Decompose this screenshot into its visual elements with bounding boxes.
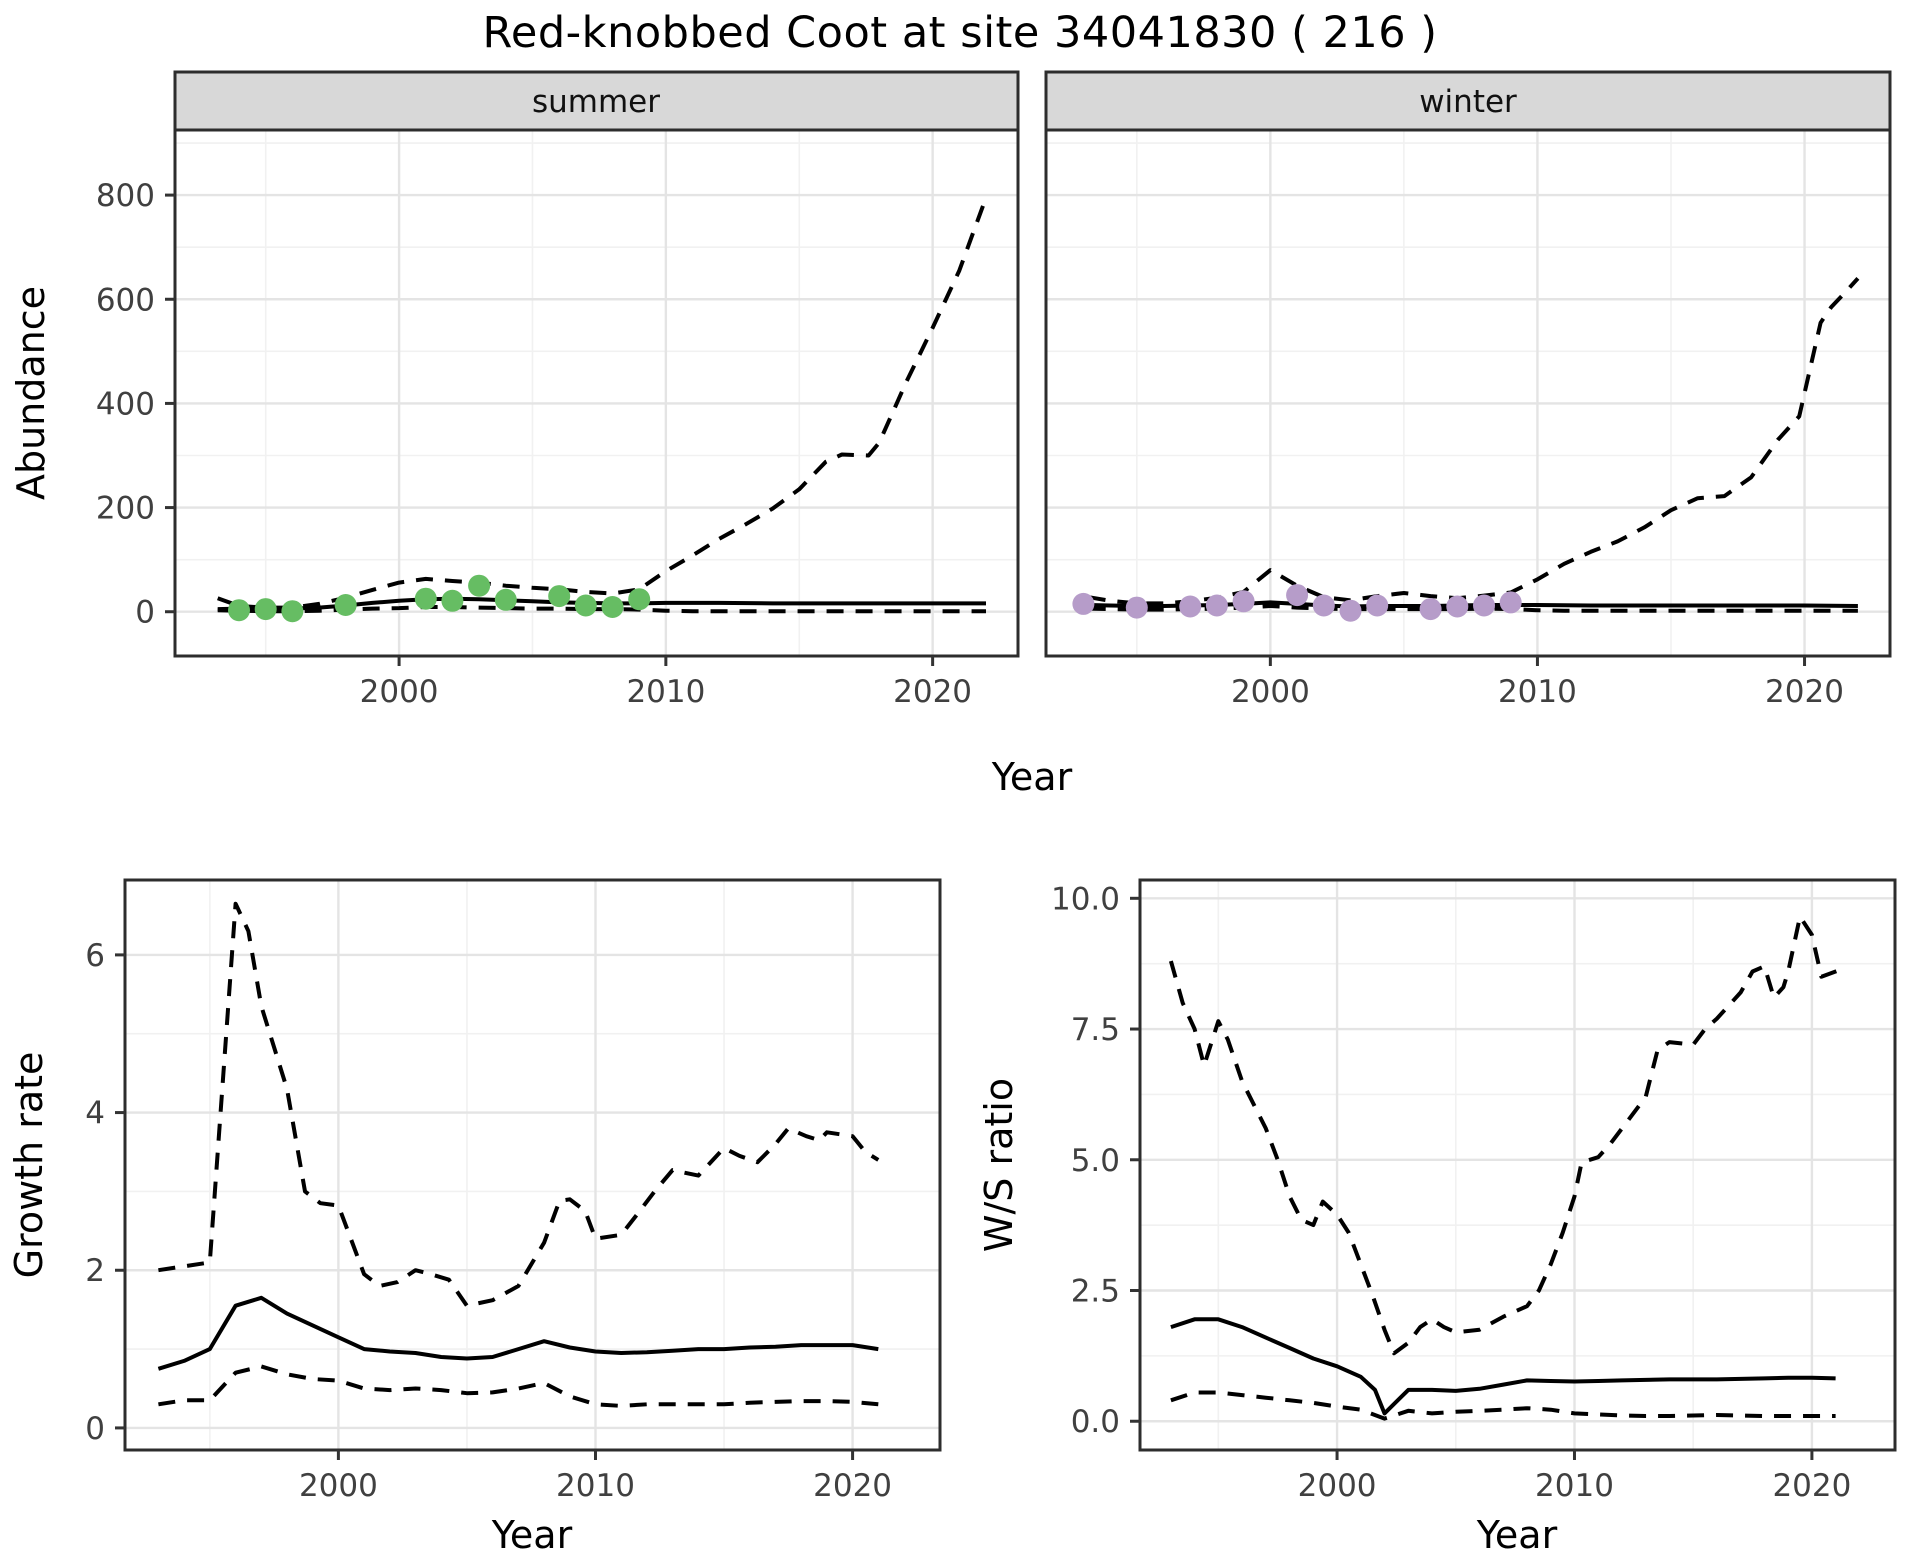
y-tick-label: 0 [135,595,155,631]
abundance_summer-observed-point [281,600,304,623]
x-tick-label: 2000 [1298,1468,1377,1504]
abundance-y-axis-title: Abundance [9,286,53,500]
y-tick-label: 7.5 [1071,1012,1120,1048]
facet-strip [1044,70,1892,132]
facet-strip-label-summer: summer [532,84,660,120]
growth-rate-y-axis-title: Growth rate [7,1052,51,1279]
abundance-x-axis-title: Year [991,755,1073,799]
abundance_winter-observed-point [1232,590,1255,613]
abundance_winter-observed-point [1366,594,1389,617]
growth-rate-panel: 2000 2010 2020 0 2 4 6 [85,878,942,1504]
abundance_summer-observed-point [414,587,437,610]
x-tick-label: 2020 [893,674,972,710]
y-tick-label: 4 [85,1096,105,1132]
ws-ratio-panel: 2000 2010 2020 0.0 2.5 5.0 7.5 10.0 [1051,878,1897,1504]
abundance_summer-observed-point [628,588,651,611]
y-tick-label: 800 [96,178,155,214]
panel-background [125,880,940,1450]
growth_rate-estimate-line [157,1295,879,1371]
x-tick-label: 2020 [1765,674,1844,710]
abundance_winter-observed-point [1179,595,1202,618]
y-tick-label: 10.0 [1051,881,1120,917]
abundance_summer-observed-point [601,596,624,618]
x-tick-label: 2010 [1535,1468,1614,1504]
facet-strip [173,70,1020,132]
abundance_summer-estimate-line [217,596,986,612]
abundance_winter-observed-point [1072,592,1095,615]
page-title: Red-knobbed Coot at site 34041830 ( 216 … [482,8,1438,58]
ws-ratio-y-axis-title: W/S ratio [977,1078,1021,1252]
abundance_winter-observed-point [1499,591,1522,614]
facet-strip-label-winter: winter [1419,84,1517,120]
abundance_summer-observed-point [228,599,250,622]
y-tick-label: 600 [96,282,155,318]
x-tick-label: 2010 [556,1468,635,1504]
ws_ratio-lower_ci-line [1170,1390,1836,1421]
abundance_winter-observed-point [1446,595,1469,618]
panel-border [1138,878,1897,1452]
y-tick-label: 200 [96,491,155,527]
panel-border [123,878,942,1452]
y-tick-label: 0 [85,1411,105,1447]
abundance_winter-observed-point [1312,594,1335,617]
x-tick-label: 2000 [1231,674,1310,710]
growth_rate-upper_ci-line [158,901,880,1308]
abundance_winter-observed-point [1205,594,1228,617]
abundance_summer-observed-point [494,588,517,611]
x-tick-label: 2020 [813,1468,892,1504]
panel-background [1046,130,1890,656]
x-tick-label: 2000 [360,674,439,710]
abundance_winter-observed-point [1286,584,1309,607]
y-tick-label: 6 [85,938,105,974]
summer-abundance-panel: 2000 2010 2020 0 200 400 600 800 [96,70,1020,710]
y-tick-label: 2.5 [1071,1274,1120,1310]
ws-ratio-x-axis-title: Year [1476,1513,1558,1557]
abundance_summer-observed-point [441,589,464,612]
abundance_winter-observed-point [1339,599,1362,622]
panel-background [175,130,1018,656]
winter-abundance-panel: 2000 2010 2020 [1044,70,1892,710]
ws_ratio-upper_ci-line [1168,914,1844,1356]
abundance_winter-observed-point [1473,594,1495,617]
x-tick-label: 2010 [1498,674,1577,710]
y-tick-label: 400 [96,386,155,422]
abundance_summer-upper_ci-line [217,197,988,610]
panel-background [1140,880,1895,1450]
y-tick-label: 5.0 [1071,1143,1120,1179]
abundance_summer-observed-point [254,598,277,621]
abundance_summer-lower_ci-line [217,605,986,614]
abundance_summer-observed-point [468,574,491,597]
x-tick-label: 2020 [1772,1468,1851,1504]
abundance_winter-observed-point [1125,596,1148,619]
abundance_summer-observed-point [574,594,597,617]
abundance_summer-observed-point [334,594,357,616]
growth-rate-x-axis-title: Year [491,1513,573,1557]
abundance_winter-observed-point [1419,598,1442,621]
x-tick-label: 2010 [626,674,705,710]
x-tick-label: 2000 [299,1468,378,1504]
growth_rate-lower_ci-line [158,1364,879,1408]
abundance_summer-observed-point [548,585,571,608]
y-tick-label: 2 [85,1253,105,1289]
y-tick-label: 0.0 [1071,1404,1120,1440]
ws_ratio-estimate-line [1170,1317,1836,1416]
